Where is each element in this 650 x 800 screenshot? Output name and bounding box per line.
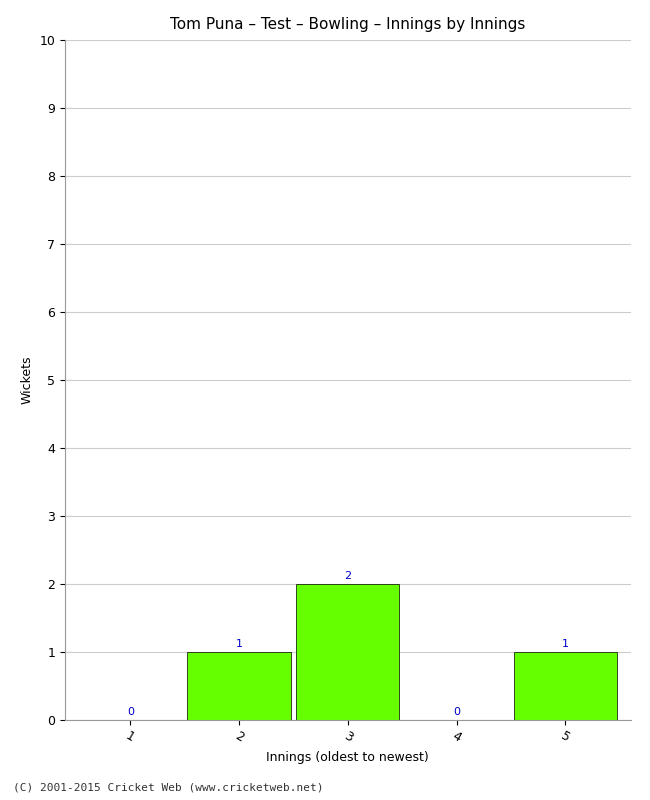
Text: 1: 1 <box>562 638 569 649</box>
Text: 0: 0 <box>453 706 460 717</box>
Bar <box>187 652 291 720</box>
Y-axis label: Wickets: Wickets <box>21 356 34 404</box>
Text: (C) 2001-2015 Cricket Web (www.cricketweb.net): (C) 2001-2015 Cricket Web (www.cricketwe… <box>13 782 324 792</box>
X-axis label: Innings (oldest to newest): Innings (oldest to newest) <box>266 750 429 763</box>
Text: 1: 1 <box>235 638 242 649</box>
Text: 2: 2 <box>344 570 351 581</box>
Text: 0: 0 <box>127 706 134 717</box>
Title: Tom Puna – Test – Bowling – Innings by Innings: Tom Puna – Test – Bowling – Innings by I… <box>170 17 525 32</box>
Bar <box>296 584 399 720</box>
Bar <box>514 652 617 720</box>
